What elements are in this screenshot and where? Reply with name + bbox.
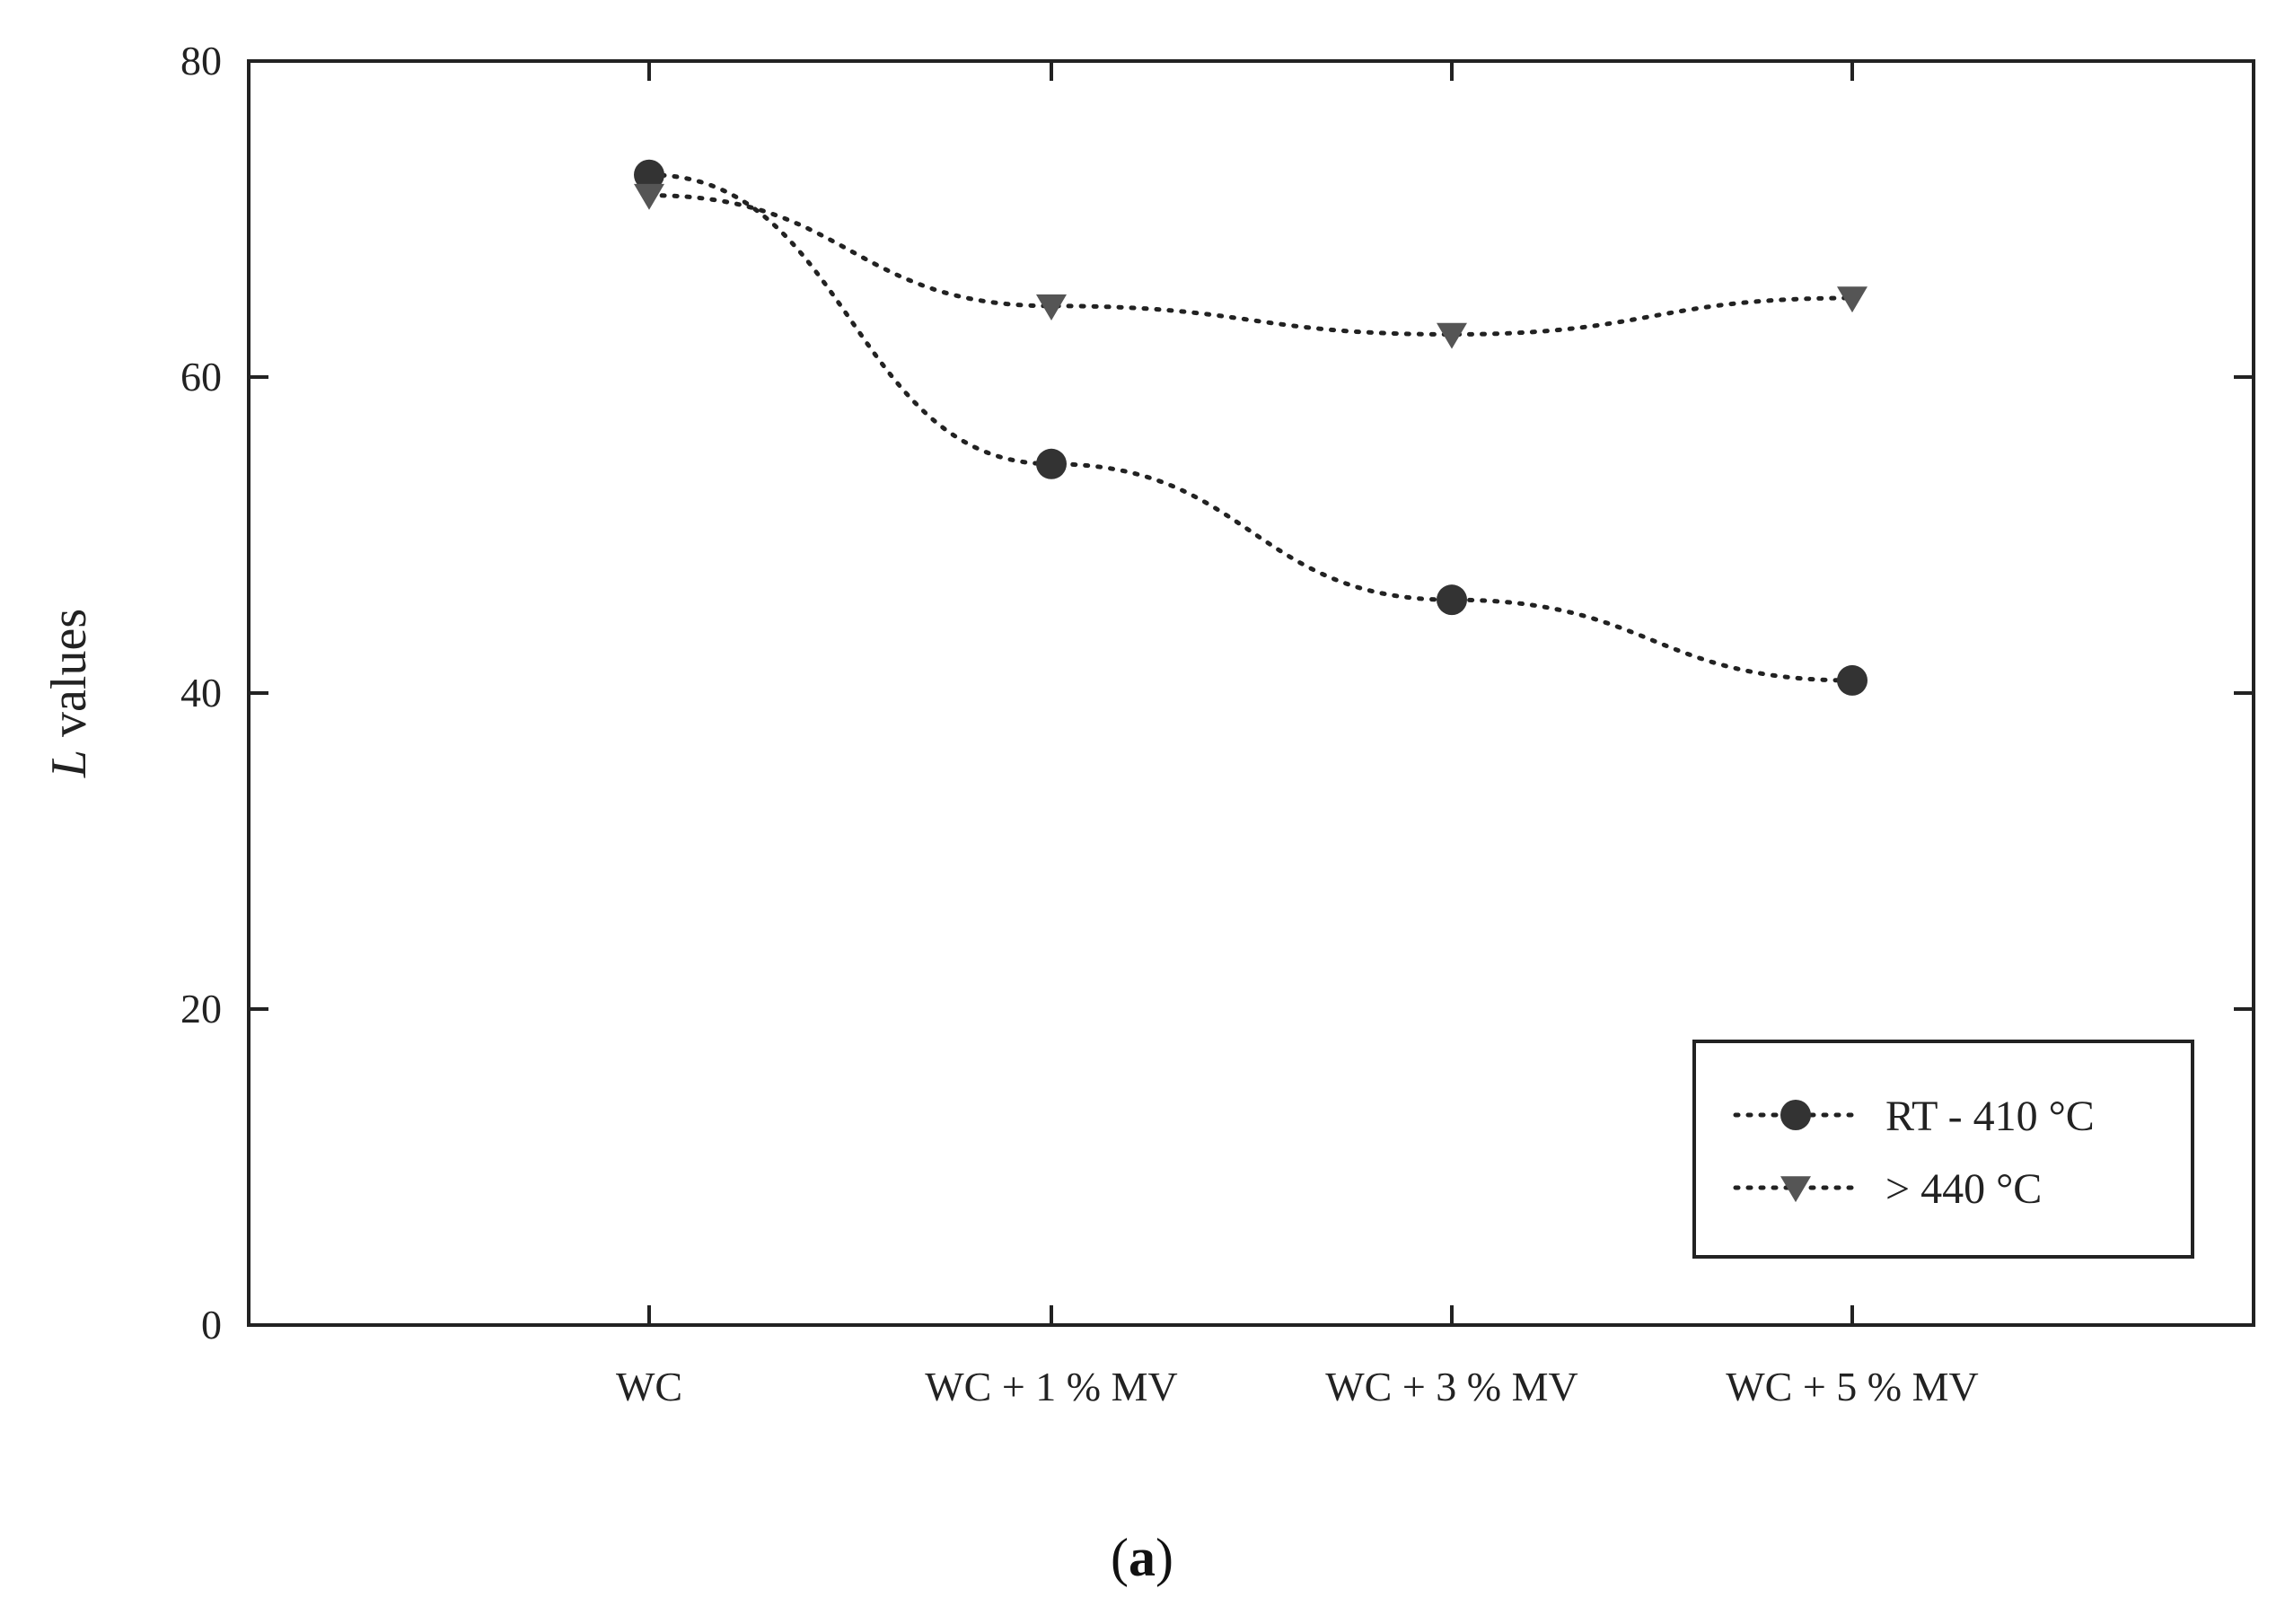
data-point (1437, 584, 1467, 616)
axis-ticks: 0 20 40 60 80 WC WC + 1 % MV WC + 3 % MV WC + 5 … (180, 38, 2254, 1409)
legend-entry: > 440 °C (1733, 1165, 2042, 1213)
series-line (646, 172, 1855, 683)
legend-marker (1780, 1176, 1811, 1203)
legend-label-unit: °C (1996, 1165, 2042, 1213)
y-tick-label: 40 (180, 670, 222, 715)
data-point (634, 183, 664, 210)
legend-label-name: RT - 410 (1885, 1093, 2049, 1140)
panel-label: (a) (1111, 1528, 1173, 1587)
y-tick-label: 60 (180, 354, 222, 399)
legend-entry: RT - 410 °C (1733, 1093, 2095, 1140)
y-tick-label: 20 (180, 986, 222, 1031)
y-axis-label-rest: values (41, 609, 97, 750)
x-tick-label: WC + 1 % MV (925, 1364, 1177, 1409)
legend-label-name: > 440 (1885, 1165, 1996, 1213)
series-layer (634, 159, 1868, 696)
data-point (1837, 664, 1868, 696)
y-axis-label: L values (41, 609, 97, 778)
data-point (1837, 286, 1868, 313)
panel-label-close-paren: ) (1156, 1528, 1173, 1587)
series-1 (634, 159, 1868, 696)
legend-box (1692, 1040, 2194, 1259)
legend-label-unit: °C (2049, 1093, 2095, 1140)
x-tick-label: WC (616, 1364, 682, 1409)
legend-label: RT - 410 °C (1885, 1093, 2095, 1140)
series-2 (634, 183, 1868, 349)
data-point (1036, 294, 1067, 320)
y-axis-label-italic: L (41, 750, 97, 778)
legend-label: > 440 °C (1885, 1165, 2042, 1213)
y-tick-label: 80 (180, 38, 222, 83)
panel-label-open-paren: ( (1111, 1528, 1129, 1587)
x-tick-label: WC + 5 % MV (1726, 1364, 1978, 1409)
panel-label-letter: a (1129, 1528, 1156, 1587)
x-tick-label: WC + 3 % MV (1325, 1364, 1578, 1409)
legend-entries: RT - 410 °C> 440 °C (1733, 1093, 2095, 1213)
data-point (1437, 322, 1467, 349)
legend: RT - 410 °C> 440 °C (1692, 1040, 2194, 1259)
legend-marker (1780, 1100, 1811, 1130)
data-point (634, 159, 664, 190)
data-point (1036, 448, 1067, 479)
series-line (646, 193, 1855, 337)
y-tick-label: 0 (201, 1302, 222, 1347)
